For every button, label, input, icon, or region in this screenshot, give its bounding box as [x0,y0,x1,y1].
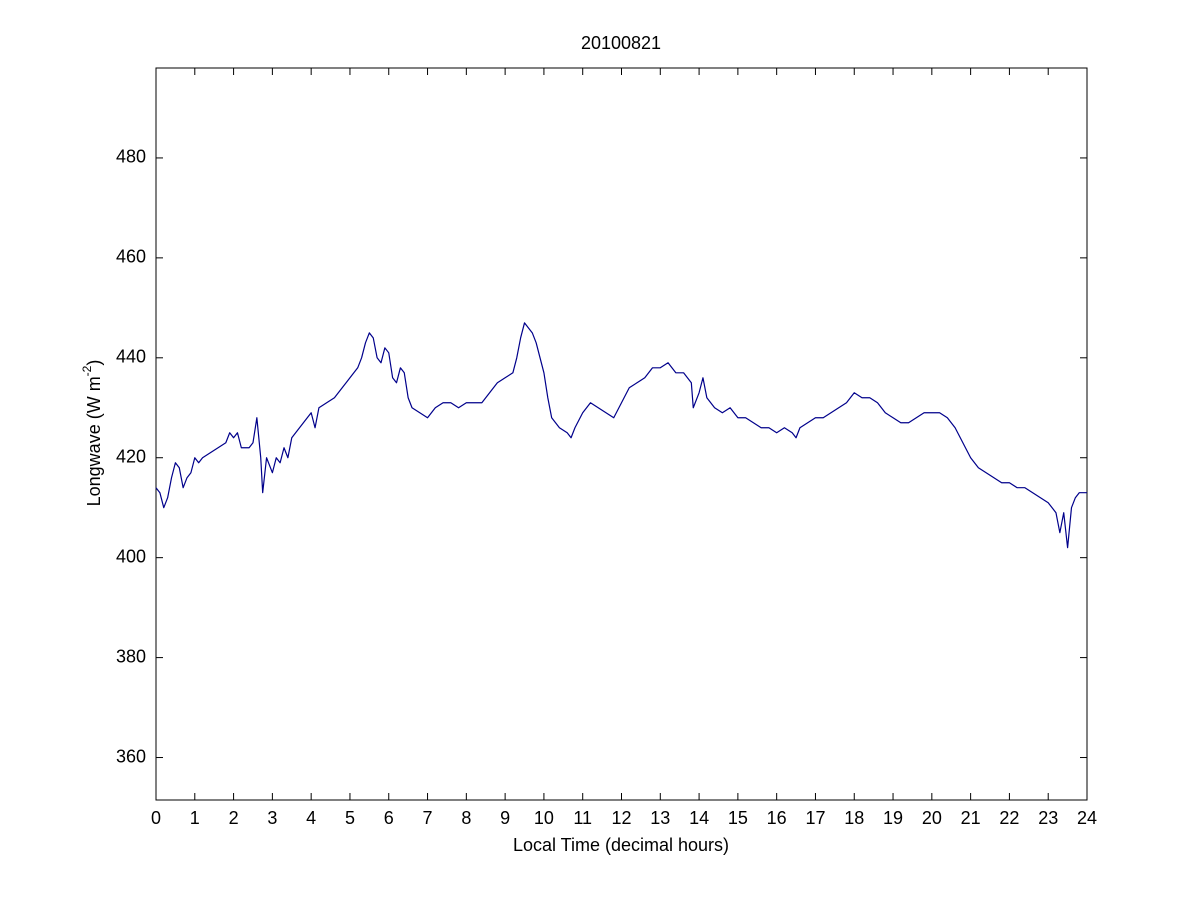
x-tick-label: 18 [844,808,864,828]
x-tick-label: 4 [306,808,316,828]
x-tick-label: 0 [151,808,161,828]
x-tick-label: 10 [534,808,554,828]
data-line [155,322,1087,549]
x-tick-label: 15 [728,808,748,828]
y-axis-label-text: Longwave (W m [84,376,104,506]
chart-title: 20100821 [581,33,661,53]
x-tick-label: 5 [345,808,355,828]
y-axis-label-suffix: ) [84,360,104,366]
y-axis-label-superscript: -2 [80,365,94,376]
x-tick-label: 14 [689,808,709,828]
y-tick-label: 420 [116,446,146,466]
x-tick-label: 2 [229,808,239,828]
x-tick-label: 12 [611,808,631,828]
x-tick-label: 11 [573,808,592,828]
y-tick-label: 380 [116,646,146,666]
y-tick-label: 480 [116,147,146,167]
x-tick-label: 13 [650,808,670,828]
x-tick-label: 20 [922,808,942,828]
x-tick-label: 9 [500,808,510,828]
y-tick-label: 400 [116,546,146,566]
x-tick-label: 22 [999,808,1019,828]
y-tick-label: 360 [116,746,146,766]
x-tick-label: 6 [384,808,394,828]
x-tick-label: 21 [961,808,981,828]
x-tick-label: 17 [805,808,825,828]
x-tick-label: 8 [461,808,471,828]
x-tick-label: 1 [190,808,200,828]
x-tick-label: 23 [1038,808,1058,828]
y-axis-label: Longwave (W m-2) [80,360,104,507]
x-tick-label: 16 [767,808,787,828]
y-tick-label: 460 [116,247,146,267]
y-tick-label: 440 [116,347,146,367]
x-tick-label: 24 [1077,808,1097,828]
x-axis-label: Local Time (decimal hours) [513,835,729,855]
x-tick-label: 19 [883,808,903,828]
x-tick-label: 3 [267,808,277,828]
x-tick-label: 7 [423,808,433,828]
